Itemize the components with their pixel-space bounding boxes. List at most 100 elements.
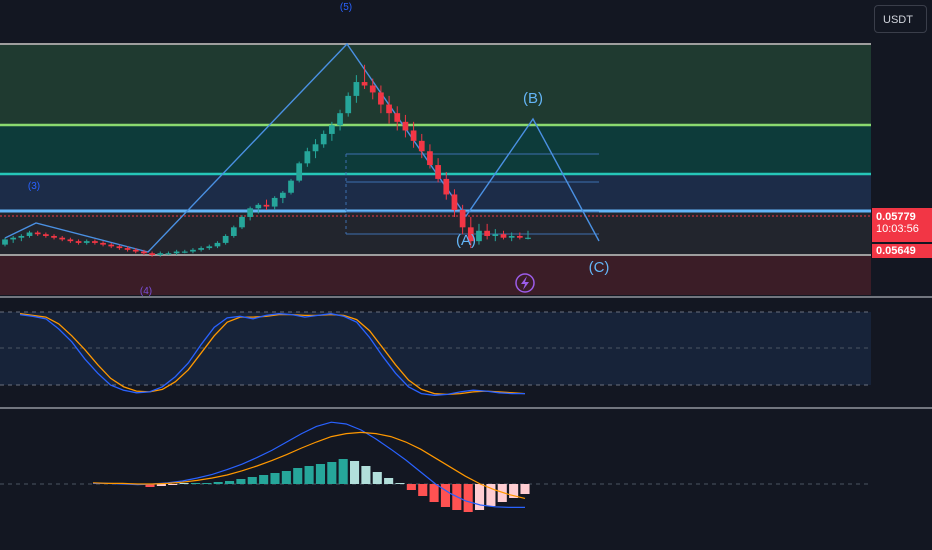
countdown-timer: 10:03:56 [876,223,919,235]
candle-body[interactable] [402,121,409,131]
wave-label-a: (A) [456,232,476,249]
lightning-icon[interactable] [515,273,535,293]
candle-body[interactable] [361,82,368,86]
candle-body[interactable] [288,180,294,193]
candle-body[interactable] [304,151,311,164]
macd-histogram-bar [520,484,530,494]
candle-body[interactable] [141,251,147,254]
macd-signal-line[interactable] [92,431,526,499]
candle-body[interactable] [508,235,515,238]
candle-body[interactable] [296,163,303,181]
candle-body[interactable] [190,249,196,252]
zone-gray [0,211,871,255]
stoch-d-line[interactable] [19,313,526,396]
candle-body[interactable] [59,237,66,240]
macd-histogram-bar [293,468,303,484]
candle-body[interactable] [500,234,507,238]
candle-body[interactable] [492,234,499,236]
candle-body[interactable] [108,244,115,247]
candle-body[interactable] [181,251,188,253]
candle-body[interactable] [51,235,57,238]
candle-body[interactable] [451,194,458,211]
candle-body[interactable] [255,204,262,209]
macd-histogram-bar [259,475,269,484]
candle-body[interactable] [206,246,213,249]
macd-histogram-bar [463,484,473,512]
candle-body[interactable] [75,241,82,243]
candle-body[interactable] [443,178,450,195]
candle-body[interactable] [312,144,319,152]
candle-body[interactable] [378,92,384,105]
macd-histogram-bar [418,484,428,496]
candle-body[interactable] [83,241,90,243]
candle-body[interactable] [100,242,106,245]
candle-body[interactable] [124,248,131,250]
zone-blue [0,174,871,211]
candle-body[interactable] [279,192,286,198]
candle-body[interactable] [26,232,33,236]
candle-body[interactable] [247,208,254,217]
macd-histogram-bar [327,462,337,484]
macd-histogram-bar [304,466,314,484]
candle-body[interactable] [386,104,392,114]
macd-histogram-bar [179,483,189,484]
candle-body[interactable] [337,113,343,126]
candle-body[interactable] [459,210,466,228]
candle-body[interactable] [165,253,172,255]
candle-body[interactable] [467,227,474,242]
zone-red [0,256,871,295]
candle-body[interactable] [345,95,352,114]
macd-histogram[interactable] [145,459,530,512]
candle-body[interactable] [42,234,49,236]
candle-body[interactable] [34,232,41,235]
candle-body[interactable] [394,113,401,122]
candle-body[interactable] [484,230,491,236]
wave-label-c: (C) [589,259,610,276]
candle-body[interactable] [516,235,523,238]
elliott-wave-line[interactable] [4,42,600,253]
candle-body[interactable] [427,151,433,166]
candle-body[interactable] [149,253,155,255]
candle-body[interactable] [10,237,17,240]
candle-body[interactable] [198,248,204,250]
candle-body[interactable] [222,235,229,243]
candle-body[interactable] [239,216,245,228]
macd-histogram-bar [384,478,394,484]
macd-histogram-bar [315,464,325,484]
currency-selector-button[interactable]: USDT [874,5,927,33]
last-price-value: 0.05779 [876,211,916,223]
candle-body[interactable] [67,239,74,242]
macd-histogram-bar [190,483,200,484]
macd-histogram-bar [281,471,291,484]
candle-body[interactable] [157,253,164,255]
candle-body[interactable] [435,165,441,179]
macd-histogram-bar [372,472,382,484]
macd-histogram-bar [395,483,405,484]
candle-body[interactable] [476,230,482,242]
candle-body[interactable] [329,125,335,134]
candle-body[interactable] [230,227,237,236]
candle-body[interactable] [132,249,139,252]
macd-histogram-bar [270,473,280,484]
low-price-label: 0.05649 [872,244,932,258]
candle-body[interactable] [369,85,376,93]
macd-histogram-bar [509,484,519,498]
candlestick-series[interactable] [2,64,531,257]
candle-body[interactable] [418,140,425,152]
stoch-k-line[interactable] [19,313,525,396]
candle-body[interactable] [116,246,123,249]
candle-body[interactable] [410,130,417,141]
candle-body[interactable] [525,237,531,239]
candle-body[interactable] [353,82,360,96]
candle-body[interactable] [320,133,327,145]
candle-body[interactable] [92,241,98,243]
wave-label-3: (3) [28,181,40,192]
wave-label-4: (4) [140,286,152,297]
candle-body[interactable] [2,239,8,245]
candle-body[interactable] [214,242,221,247]
candle-body[interactable] [271,197,278,207]
candle-body[interactable] [263,204,270,207]
candle-body[interactable] [18,235,25,238]
candle-body[interactable] [173,251,180,254]
